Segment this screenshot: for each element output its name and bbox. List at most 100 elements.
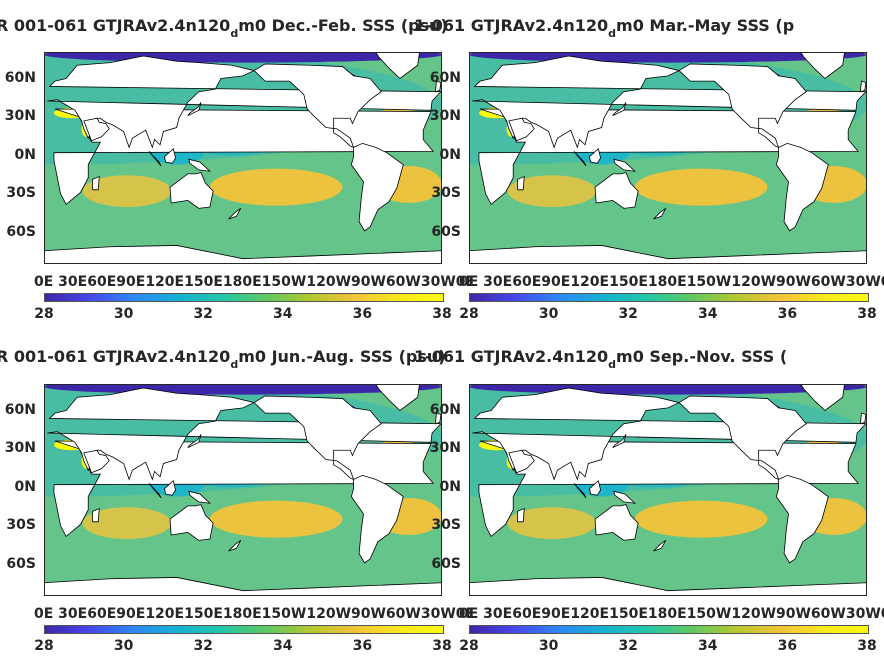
landmass bbox=[594, 172, 639, 209]
landmass bbox=[350, 474, 404, 564]
lat-label-30n: 30N bbox=[4, 108, 36, 124]
landmass bbox=[169, 504, 214, 541]
colorbar-tick-label: 28 bbox=[34, 306, 54, 322]
salinity-region bbox=[82, 507, 172, 540]
colorbar bbox=[44, 625, 444, 634]
lat-label-30s: 30S bbox=[6, 185, 36, 201]
colorbar-tick-label: 34 bbox=[698, 638, 718, 654]
lat-label-60n: 60N bbox=[429, 402, 461, 418]
lat-label-60s: 60S bbox=[431, 224, 461, 240]
lat-label-30n: 30N bbox=[4, 440, 36, 456]
map-panel-mam bbox=[469, 52, 867, 264]
landmass bbox=[472, 55, 867, 149]
landmass bbox=[800, 384, 845, 412]
landmass bbox=[517, 507, 525, 523]
panel-title-son: 1-061 GTJRAv2.4n120dm0 Sep.-Nov. SSS ( bbox=[414, 347, 788, 371]
landmass bbox=[573, 483, 587, 499]
map-panel-djf bbox=[44, 52, 442, 264]
salinity-region bbox=[82, 175, 172, 208]
landmass bbox=[169, 172, 214, 209]
landmass bbox=[187, 434, 202, 448]
landmass bbox=[434, 80, 442, 93]
landmass bbox=[469, 245, 867, 264]
landmass bbox=[434, 412, 442, 425]
landmass bbox=[653, 208, 667, 220]
panel-title-mam: 1-061 GTJRAv2.4n120dm0 Mar.-May SSS (p bbox=[414, 16, 795, 40]
landmass bbox=[800, 52, 845, 80]
colorbar-tick-label: 28 bbox=[459, 306, 479, 322]
lat-label-30s: 30S bbox=[431, 185, 461, 201]
lat-label-0n: 0N bbox=[14, 479, 36, 495]
colorbar-tick-label: 38 bbox=[432, 306, 452, 322]
lat-label-60s: 60S bbox=[431, 556, 461, 572]
landmass bbox=[253, 395, 382, 481]
landmass bbox=[148, 483, 162, 499]
salinity-region bbox=[634, 168, 768, 206]
colorbar-tick-label: 38 bbox=[857, 638, 877, 654]
lat-label-30s: 30S bbox=[6, 517, 36, 533]
map-panel-jja bbox=[44, 384, 442, 596]
landmass bbox=[613, 158, 637, 172]
landmass bbox=[469, 577, 867, 596]
colorbar-tick-label: 32 bbox=[618, 306, 638, 322]
landmass bbox=[613, 490, 637, 504]
colorbar bbox=[44, 293, 444, 302]
landmass bbox=[775, 142, 829, 232]
lat-label-60n: 60N bbox=[429, 70, 461, 86]
landmass bbox=[44, 577, 442, 596]
lat-label-60s: 60S bbox=[6, 556, 36, 572]
colorbar-tick-label: 32 bbox=[618, 638, 638, 654]
colorbar-tick-label: 36 bbox=[352, 306, 373, 322]
landmass bbox=[678, 395, 807, 481]
axes-frame bbox=[44, 52, 442, 264]
sss-map bbox=[469, 52, 867, 264]
axes-frame bbox=[44, 384, 442, 596]
landmass bbox=[612, 434, 627, 448]
colorbar-tick-label: 38 bbox=[857, 306, 877, 322]
landmass bbox=[472, 387, 867, 481]
landmass bbox=[775, 474, 829, 564]
lon-labels: 0E 30E60E90E120E150E180E150W120W90W60W30… bbox=[459, 606, 884, 622]
colorbar-tick-label: 34 bbox=[273, 306, 293, 322]
lon-labels: 0E 30E60E90E120E150E180E150W120W90W60W30… bbox=[34, 606, 476, 622]
lat-label-60s: 60S bbox=[6, 224, 36, 240]
landmass bbox=[92, 507, 100, 523]
lat-label-0n: 0N bbox=[439, 479, 461, 495]
colorbar-tick-label: 30 bbox=[113, 306, 134, 322]
colorbar-tick-label: 28 bbox=[459, 638, 479, 654]
landmass bbox=[375, 52, 420, 80]
axes-frame bbox=[469, 52, 867, 264]
landmass bbox=[594, 504, 639, 541]
landmass bbox=[228, 540, 242, 552]
landmass bbox=[44, 245, 442, 264]
landmass bbox=[508, 449, 535, 474]
axes-frame bbox=[469, 384, 867, 596]
landmass bbox=[253, 63, 382, 149]
lat-label-30n: 30N bbox=[429, 440, 461, 456]
sss-map bbox=[469, 384, 867, 596]
colorbar-tick-label: 32 bbox=[193, 638, 213, 654]
lat-label-30n: 30N bbox=[429, 108, 461, 124]
salinity-region bbox=[507, 507, 597, 540]
panel-title-jja: R 001-061 GTJRAv2.4n120dm0 Jun.-Aug. SSS… bbox=[0, 347, 446, 371]
landmass bbox=[164, 147, 176, 164]
landmass bbox=[573, 151, 587, 167]
colorbar-tick-label: 36 bbox=[777, 638, 798, 654]
colorbar bbox=[469, 625, 869, 634]
colorbar-tick-label: 34 bbox=[698, 306, 718, 322]
colorbar-tick-label: 38 bbox=[432, 638, 452, 654]
lat-label-0n: 0N bbox=[14, 147, 36, 163]
landmass bbox=[83, 117, 110, 142]
colorbar-tick-label: 36 bbox=[777, 306, 798, 322]
colorbar-tick-label: 30 bbox=[113, 638, 134, 654]
landmass bbox=[859, 412, 867, 425]
lat-label-30s: 30S bbox=[431, 517, 461, 533]
lon-labels: 0E 30E60E90E120E150E180E150W120W90W60W30… bbox=[459, 274, 884, 290]
salinity-region bbox=[634, 500, 768, 538]
landmass bbox=[47, 55, 442, 149]
colorbar-tick-label: 28 bbox=[34, 638, 54, 654]
lat-label-60n: 60N bbox=[4, 70, 36, 86]
landmass bbox=[228, 208, 242, 220]
landmass bbox=[83, 449, 110, 474]
colorbar-tick-label: 36 bbox=[352, 638, 373, 654]
